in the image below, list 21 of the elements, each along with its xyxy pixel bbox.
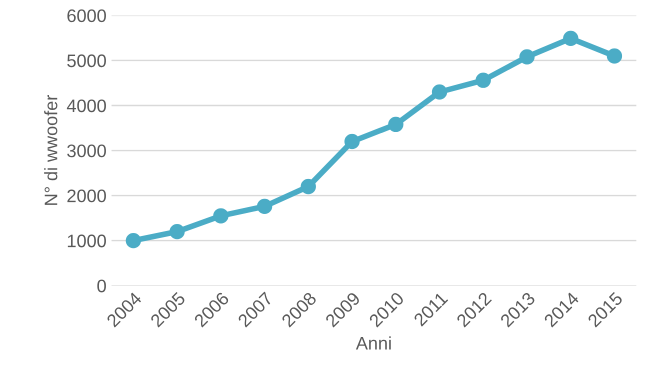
point: [388, 116, 404, 132]
point: [213, 208, 228, 224]
y-axis-title: N° di wwoofer: [44, 95, 58, 205]
point: [300, 178, 316, 194]
point: [476, 72, 491, 88]
point: [563, 30, 578, 46]
y-tick-label: 0: [97, 280, 106, 292]
point: [344, 134, 360, 150]
point: [169, 224, 185, 240]
y-tick-label: 3000: [67, 144, 106, 158]
y-tick-label: 6000: [67, 9, 106, 22]
point: [432, 84, 448, 100]
point: [606, 48, 622, 64]
point: [126, 232, 142, 248]
x-axis-title: Anni: [356, 336, 391, 350]
y-tick-label: 2000: [67, 190, 106, 202]
y-tick-label: 1000: [68, 234, 106, 248]
point: [519, 49, 535, 65]
y-tick-label: 4000: [66, 99, 106, 112]
point: [256, 198, 272, 214]
y-tick-label: 5000: [67, 54, 106, 68]
